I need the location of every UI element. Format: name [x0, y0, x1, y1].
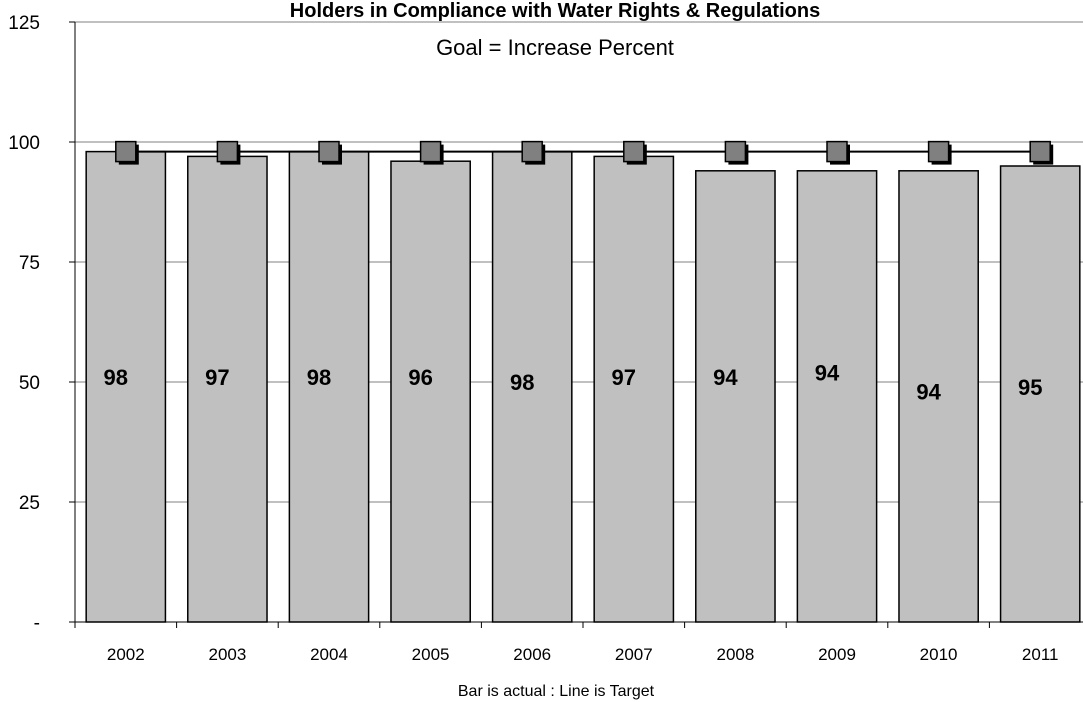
marker-square — [724, 140, 747, 163]
bar-2002 — [85, 150, 167, 623]
marker-square — [521, 140, 543, 163]
bar-2011 — [999, 165, 1081, 623]
data-label-2002: 98 — [104, 365, 128, 390]
x-tick-label: 2006 — [513, 645, 551, 664]
x-tick-label: 2007 — [615, 645, 653, 664]
target-marker-2004 — [318, 140, 342, 165]
marker-square — [927, 140, 950, 163]
chart-title: Holders in Compliance with Water Rights … — [290, 0, 820, 22]
data-label-2006: 98 — [510, 370, 534, 395]
target-marker-2010 — [927, 140, 952, 165]
data-labels: 98 97 98 96 98 97 94 94 94 95 — [104, 360, 1043, 404]
data-label-2004: 98 — [307, 365, 331, 390]
target-marker-2009 — [826, 140, 850, 165]
marker-square — [623, 140, 645, 163]
target-marker-2008 — [724, 140, 749, 165]
data-label-2007: 97 — [612, 365, 636, 390]
x-tick-label: 2008 — [716, 645, 754, 664]
marker-square — [318, 140, 340, 163]
bars — [85, 150, 1081, 623]
x-tick-label: 2009 — [818, 645, 856, 664]
axes — [69, 21, 1083, 628]
target-markers — [115, 140, 1054, 165]
target-marker-2011 — [1029, 140, 1054, 165]
marker-square — [1029, 140, 1051, 163]
data-label-2009: 94 — [815, 360, 840, 385]
target-marker-2007 — [623, 140, 647, 165]
marker-square — [826, 140, 848, 163]
target-marker-2003 — [216, 140, 241, 165]
x-tick-label: 2003 — [208, 645, 246, 664]
y-tick-label: - — [34, 613, 40, 634]
y-tick-label: 50 — [19, 373, 40, 394]
x-tick-label: 2004 — [310, 645, 348, 664]
target-marker-2002 — [115, 140, 139, 165]
target-marker-2006 — [521, 140, 546, 165]
marker-square — [419, 140, 442, 163]
data-label-2011: 95 — [1018, 375, 1042, 400]
y-tick-label: 125 — [8, 13, 40, 34]
x-tick-label: 2010 — [920, 645, 958, 664]
data-label-2005: 96 — [408, 365, 432, 390]
x-tick-label: 2005 — [412, 645, 450, 664]
x-axis-label: Bar is actual : Line is Target — [458, 683, 655, 700]
x-tick-label: 2002 — [107, 645, 145, 664]
data-label-2010: 94 — [916, 380, 941, 405]
bar-2005 — [390, 160, 471, 623]
bar-2009 — [796, 170, 878, 623]
x-tick-label: 2011 — [1022, 645, 1059, 664]
x-tick-labels: 2002 2003 2004 2005 2006 2007 2008 2009 2010 2011 — [107, 645, 1059, 664]
target-marker-2005 — [419, 140, 444, 165]
bar-2010 — [898, 170, 979, 623]
y-tick-labels: 125 100 75 50 25 - — [8, 13, 40, 634]
y-tick-label: 75 — [19, 253, 40, 274]
y-tick-label: 25 — [19, 493, 40, 514]
marker-square — [216, 140, 239, 163]
marker-square — [115, 140, 137, 163]
data-label-2008: 94 — [713, 365, 738, 390]
chart-subtitle: Goal = Increase Percent — [436, 35, 674, 60]
y-tick-label: 100 — [8, 133, 40, 154]
data-label-2003: 97 — [205, 365, 229, 390]
bar-2008 — [695, 170, 776, 623]
